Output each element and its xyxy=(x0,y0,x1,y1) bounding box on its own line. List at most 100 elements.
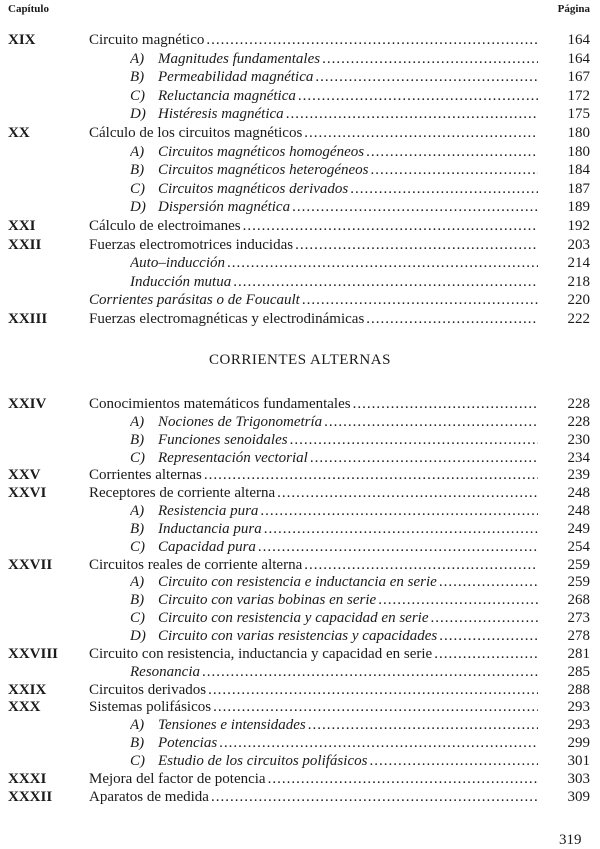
entry-title-line: Mejora del factor de potencia xyxy=(89,771,538,789)
subsection-letter: B) xyxy=(130,162,145,179)
entry-title-line: Conocimientos matemáticos fundamentales xyxy=(89,396,538,414)
entry-title-line: A) Circuitos magnéticos homogéneos xyxy=(130,143,538,162)
dot-leader xyxy=(308,717,538,735)
dot-leader xyxy=(298,87,538,106)
entry-title-line: Auto–inducción xyxy=(130,254,538,273)
entry-title: Magnitudes fundamentales xyxy=(158,50,321,67)
entry-title: Conocimientos matemáticos fundamentales xyxy=(89,396,351,412)
entry-page: 239 xyxy=(567,467,591,484)
toc-entry: XXII Fuerzas electromotrices inducidas 203 xyxy=(0,236,600,255)
toc-entry: C) Circuitos magnéticos derivados 187 xyxy=(0,180,600,199)
dot-leader xyxy=(371,161,538,180)
entry-page: 249 xyxy=(567,520,591,537)
chapter-number: XXIII xyxy=(8,310,48,327)
entry-title: Funciones senoidales xyxy=(158,431,288,448)
toc-entry: B) Circuito con varias bobinas en serie 26… xyxy=(0,592,600,610)
entry-page: 187 xyxy=(567,180,591,197)
entry-title-line: Inducción mutua xyxy=(130,273,538,292)
dot-leader xyxy=(304,124,538,143)
entry-title: Nociones de Trigonometría xyxy=(158,413,323,430)
chapter-number: XXV xyxy=(8,467,41,484)
entry-title: Aparatos de medida xyxy=(89,788,209,805)
dot-leader xyxy=(233,273,538,292)
entry-page: 203 xyxy=(567,236,591,253)
chapter-number: XXXII xyxy=(8,788,53,805)
toc-entry: XXVII Circuitos reales de corriente alter… xyxy=(0,557,600,575)
entry-title-line: C) Estudio de los circuitos polifásicos xyxy=(130,753,538,771)
entry-page: 303 xyxy=(567,770,591,787)
entry-title: Tensiones e intensidades xyxy=(158,717,306,734)
entry-title-line: Cálculo de electroimanes xyxy=(89,217,538,236)
dot-leader xyxy=(434,646,538,664)
entry-page: 164 xyxy=(567,50,591,67)
entry-title: Circuito con resistencia e inductancia e… xyxy=(158,574,437,591)
dot-leader xyxy=(295,236,538,255)
toc-entry: B) Permeabilidad magnética 167 xyxy=(0,68,600,87)
toc-entry: XXX Sistemas polifásicos 293 xyxy=(0,699,600,717)
subsection-letter: A) xyxy=(130,413,145,430)
entry-title: Sistemas polifásicos xyxy=(89,699,212,716)
entry-title: Fuerzas electromagnéticas y electrodinám… xyxy=(89,310,365,327)
page-number: 319 xyxy=(559,832,582,848)
entry-title: Circuito con resistencia, inductancia y … xyxy=(89,645,433,662)
entry-page: 273 xyxy=(567,610,591,627)
chapter-number: XXVI xyxy=(8,485,47,502)
toc-entry: Inducción mutua 218 xyxy=(0,273,600,292)
entry-page: 164 xyxy=(567,32,591,48)
entry-title: Estudio de los circuitos polifásicos xyxy=(158,752,368,769)
toc-entry: XX Cálculo de los circuitos magnéticos 180 xyxy=(0,124,600,143)
dot-leader xyxy=(258,539,538,557)
toc-entry: D) Dispersión magnética 189 xyxy=(0,198,600,217)
dot-leader xyxy=(304,557,538,575)
entry-page: 214 xyxy=(567,255,591,272)
entry-title: Circuitos magnéticos derivados xyxy=(158,180,349,197)
toc-entry: XXV Corrientes alternas 239 xyxy=(0,467,600,485)
dot-leader xyxy=(439,574,538,592)
dot-leader xyxy=(260,503,538,521)
toc-entry: XXVIII Circuito con resistencia, inductan… xyxy=(0,646,600,664)
entry-page: 167 xyxy=(567,69,591,86)
entry-page: 285 xyxy=(567,663,591,680)
entry-page: 172 xyxy=(567,87,591,104)
dot-leader xyxy=(315,68,538,87)
entry-title: Resistencia pura xyxy=(158,503,259,520)
entry-page: 248 xyxy=(567,503,591,520)
entry-page: 293 xyxy=(567,717,591,734)
toc-entry: C) Representación vectorial 234 xyxy=(0,450,600,468)
entry-title-line: A) Resistencia pura xyxy=(130,503,538,521)
entry-title: Circuitos reales de corriente alterna xyxy=(89,556,303,573)
entry-title-line: B) Inductancia pura xyxy=(130,521,538,539)
toc-entry: B) Circuitos magnéticos heterogéneos 184 xyxy=(0,161,600,180)
toc-entry: A) Nociones de Trigonometría 228 xyxy=(0,414,600,432)
dot-leader xyxy=(310,450,538,468)
entry-title-line: D) Histéresis magnética xyxy=(130,105,538,124)
toc-entry: XXI Cálculo de electroimanes 192 xyxy=(0,217,600,236)
entry-title: Receptores de corriente alterna xyxy=(89,485,276,502)
entry-title: Inducción mutua xyxy=(130,273,232,290)
dot-leader xyxy=(268,771,538,789)
dot-leader xyxy=(322,50,538,69)
entry-title: Permeabilidad magnética xyxy=(158,69,314,86)
dot-leader xyxy=(366,143,538,162)
entry-title-line: Sistemas polifásicos xyxy=(89,699,538,717)
chapter-number: XXII xyxy=(8,236,42,253)
entry-title-line: Circuitos reales de corriente alterna xyxy=(89,557,538,575)
dot-leader xyxy=(208,682,538,700)
chapter-number: XXIX xyxy=(8,681,47,698)
chapter-number: XXVII xyxy=(8,556,53,573)
toc-entry: XXXII Aparatos de medida 309 xyxy=(0,789,600,807)
entry-page: 309 xyxy=(567,788,591,805)
chapter-number: XXVIII xyxy=(8,645,59,662)
dot-leader xyxy=(219,735,538,753)
entry-page: 230 xyxy=(567,431,591,448)
chapter-number: XXIV xyxy=(8,396,47,412)
toc-entry: Auto–inducción 214 xyxy=(0,254,600,273)
subsection-letter: B) xyxy=(130,520,145,537)
entry-page: 301 xyxy=(567,752,591,769)
entry-page: 228 xyxy=(567,396,591,412)
entry-page: 293 xyxy=(567,699,591,716)
entry-title: Fuerzas electromotrices inducidas xyxy=(89,236,294,253)
entry-title-line: B) Circuito con varias bobinas en serie xyxy=(130,592,538,610)
entry-page: 218 xyxy=(567,273,591,290)
entry-title-line: A) Magnitudes fundamentales xyxy=(130,50,538,69)
